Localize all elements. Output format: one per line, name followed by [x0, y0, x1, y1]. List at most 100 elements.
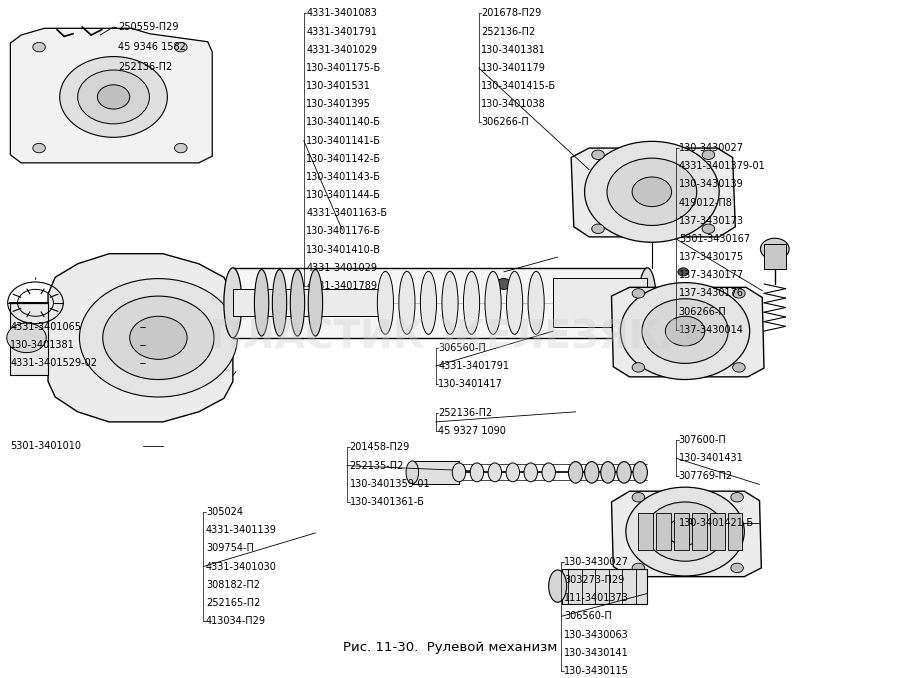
Ellipse shape [255, 270, 269, 336]
Text: 4331-3401139: 4331-3401139 [206, 525, 277, 535]
Text: 111-3401373: 111-3401373 [564, 593, 629, 603]
Circle shape [632, 177, 671, 207]
Text: 130-3430063: 130-3430063 [564, 630, 629, 639]
Ellipse shape [524, 463, 537, 482]
Circle shape [632, 363, 644, 372]
Text: 307600-П: 307600-П [679, 435, 726, 445]
Circle shape [175, 43, 187, 52]
Text: 130-3401144-Б: 130-3401144-Б [306, 190, 382, 200]
Text: 309754-П: 309754-П [206, 543, 254, 553]
Circle shape [77, 70, 149, 124]
Text: 303273-П29: 303273-П29 [564, 575, 625, 585]
Circle shape [175, 143, 187, 153]
Ellipse shape [291, 270, 304, 336]
Text: 130-3430027: 130-3430027 [679, 143, 743, 153]
Ellipse shape [542, 463, 555, 482]
Circle shape [130, 316, 187, 359]
Ellipse shape [377, 271, 393, 334]
Circle shape [32, 143, 45, 153]
Ellipse shape [506, 463, 519, 482]
Circle shape [642, 299, 728, 363]
Text: 130-3401140-Б: 130-3401140-Б [306, 117, 382, 127]
Text: 130-3401361-Б: 130-3401361-Б [349, 497, 425, 507]
Polygon shape [11, 303, 48, 375]
Text: 130-3401381: 130-3401381 [11, 340, 75, 351]
Text: 250559-П29: 250559-П29 [118, 22, 178, 32]
Ellipse shape [452, 463, 465, 482]
Circle shape [59, 56, 167, 138]
Circle shape [620, 283, 750, 380]
Polygon shape [611, 491, 761, 577]
Text: 413034-П29: 413034-П29 [206, 616, 266, 626]
Polygon shape [674, 513, 688, 550]
Polygon shape [48, 254, 233, 422]
Text: 252136-П2: 252136-П2 [118, 62, 172, 73]
Text: 4331-3401791: 4331-3401791 [438, 361, 509, 371]
Ellipse shape [420, 271, 436, 334]
Text: 130-3401175-Б: 130-3401175-Б [306, 63, 382, 73]
Ellipse shape [464, 271, 480, 334]
Text: 130-3401179: 130-3401179 [482, 63, 546, 73]
Circle shape [702, 150, 715, 159]
Text: 4331-3401791: 4331-3401791 [306, 26, 377, 37]
Polygon shape [728, 513, 742, 550]
Text: ПЛАСТИК ЖЕЛЕЗЯКА: ПЛАСТИК ЖЕЛЕЗЯКА [210, 319, 690, 357]
Text: 4331-3401030: 4331-3401030 [206, 561, 277, 572]
Polygon shape [11, 28, 212, 163]
Text: 130-3430027: 130-3430027 [564, 557, 629, 567]
Circle shape [79, 279, 238, 397]
Ellipse shape [633, 462, 647, 483]
Text: 130-3401141-Б: 130-3401141-Б [306, 136, 382, 146]
Text: 130-3430141: 130-3430141 [564, 647, 629, 658]
Text: 5301-3430167: 5301-3430167 [679, 234, 750, 244]
Circle shape [585, 141, 719, 242]
Ellipse shape [600, 462, 615, 483]
Text: 130-3401421-Б: 130-3401421-Б [679, 518, 754, 528]
Text: 130-3401395: 130-3401395 [306, 100, 372, 109]
Polygon shape [638, 513, 652, 550]
Text: 130-3401415-Б: 130-3401415-Б [482, 81, 556, 91]
Circle shape [665, 316, 705, 346]
Circle shape [760, 238, 789, 260]
Text: 4331-3401379-01: 4331-3401379-01 [679, 161, 766, 172]
Text: 130-3401531: 130-3401531 [306, 81, 372, 91]
Text: 305024: 305024 [206, 507, 243, 517]
Text: 130-3430115: 130-3430115 [564, 666, 629, 676]
Ellipse shape [638, 268, 656, 338]
Text: 137-3430177: 137-3430177 [679, 271, 744, 280]
Circle shape [7, 323, 46, 353]
Circle shape [103, 296, 214, 380]
Text: 4331-3401029: 4331-3401029 [306, 45, 377, 55]
Text: 130-3401417: 130-3401417 [438, 379, 503, 389]
Text: 306560-П: 306560-П [564, 612, 612, 621]
Circle shape [632, 492, 644, 502]
Ellipse shape [569, 462, 583, 483]
Text: 130-3401410-В: 130-3401410-В [306, 245, 382, 255]
Text: 130-3401359-01: 130-3401359-01 [349, 479, 430, 489]
Circle shape [592, 224, 604, 233]
Circle shape [702, 224, 715, 233]
Circle shape [667, 518, 703, 545]
Ellipse shape [585, 462, 598, 483]
Ellipse shape [470, 463, 483, 482]
Text: 137-3430175: 137-3430175 [679, 252, 744, 262]
Text: Рис. 11-30.  Рулевой механизм: Рис. 11-30. Рулевой механизм [343, 641, 557, 654]
Polygon shape [572, 148, 735, 237]
Text: 252136-П2: 252136-П2 [438, 408, 492, 418]
Text: 137-3430176: 137-3430176 [679, 288, 743, 298]
Polygon shape [233, 268, 647, 338]
Text: 201458-П29: 201458-П29 [349, 443, 410, 452]
Ellipse shape [507, 271, 523, 334]
Circle shape [607, 158, 697, 226]
Circle shape [632, 289, 644, 298]
Text: 252165-П2: 252165-П2 [206, 598, 260, 608]
Text: 130-3430139: 130-3430139 [679, 180, 743, 189]
Polygon shape [764, 243, 786, 269]
Text: 45 9346 1582: 45 9346 1582 [118, 42, 186, 52]
Text: 130-3401381: 130-3401381 [482, 45, 546, 55]
Ellipse shape [308, 270, 322, 336]
Polygon shape [554, 279, 647, 327]
Circle shape [32, 43, 45, 52]
Text: 306266-П: 306266-П [482, 117, 529, 127]
Circle shape [626, 487, 744, 576]
